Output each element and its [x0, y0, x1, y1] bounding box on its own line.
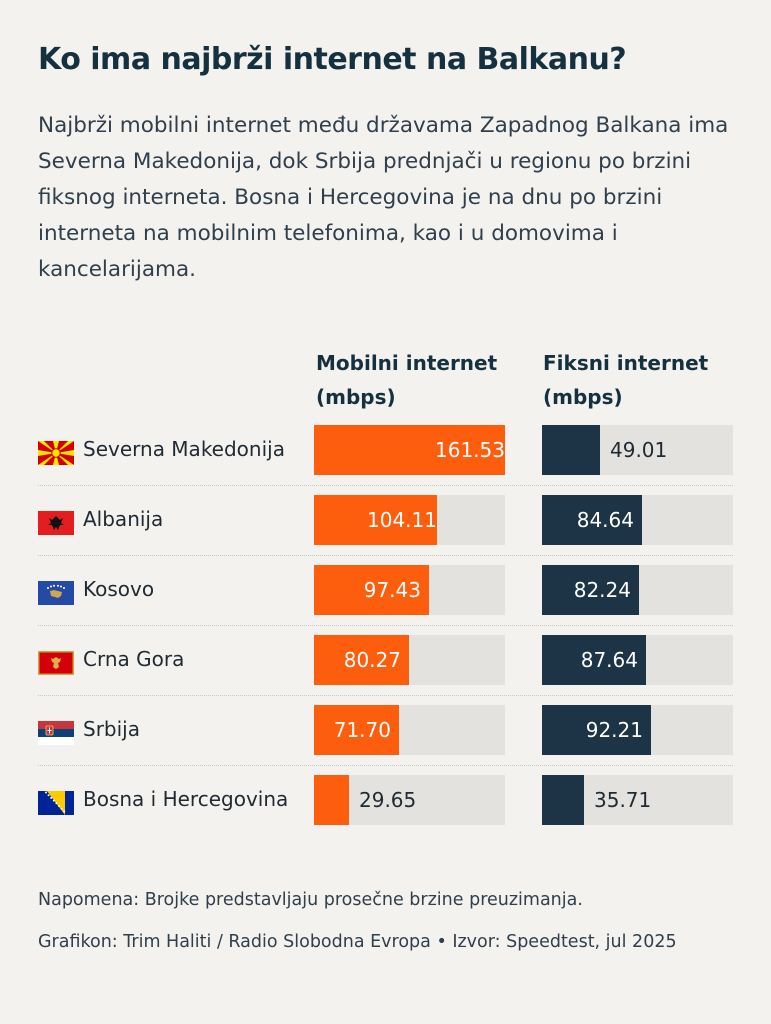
fixed-value-label: 35.71	[594, 788, 652, 812]
mobile-bar-track: 80.27	[314, 635, 505, 685]
mobile-value-label: 29.65	[359, 788, 417, 812]
fixed-bar	[542, 565, 639, 615]
fixed-value-label: 84.64	[576, 508, 634, 532]
mobile-bar-track: 29.65	[314, 775, 505, 825]
mobile-column-header: Mobilni internet (mbps)	[316, 351, 498, 409]
mobile-bar	[314, 495, 437, 545]
fixed-value-label: 92.21	[585, 718, 643, 742]
fixed-bar-track: 84.64	[542, 495, 733, 545]
chart-row: Bosna i Hercegovina 29.65 35.71	[38, 775, 733, 825]
mobile-bar-track: 161.53	[314, 425, 505, 475]
albania-flag	[38, 511, 74, 535]
chart-row: Severna Makedonija 161.53 49.01	[38, 425, 733, 475]
chart-subtitle: Najbrži mobilni internet među državama Z…	[38, 113, 729, 282]
mobile-bar-track: 71.70	[314, 705, 505, 755]
chart-credit: Grafikon: Trim Haliti / Radio Slobodna E…	[38, 932, 677, 952]
mobile-bar-track: 104.11	[314, 495, 505, 545]
mobile-bar	[314, 425, 505, 475]
country-label: Bosna i Hercegovina	[83, 787, 289, 811]
chart-note: Napomena: Brojke predstavljaju prosečne …	[38, 890, 583, 910]
fixed-bar	[542, 705, 651, 755]
fixed-bar	[542, 495, 642, 545]
mobile-value-label: 104.11	[367, 508, 437, 532]
fixed-value-label: 87.64	[580, 648, 638, 672]
fixed-value-label: 82.24	[573, 578, 631, 602]
country-label: Kosovo	[83, 577, 155, 601]
fixed-bar-track: 49.01	[542, 425, 733, 475]
chart-row: Crna Gora 80.27 87.64	[38, 635, 733, 685]
kosovo-flag	[38, 581, 74, 605]
bosnia-flag	[38, 791, 74, 815]
serbia-flag	[38, 721, 74, 745]
fixed-bar-track: 35.71	[542, 775, 733, 825]
mobile-value-label: 161.53	[435, 438, 505, 462]
fixed-value-label: 49.01	[610, 438, 668, 462]
montenegro-flag	[38, 651, 74, 675]
country-label: Albanija	[83, 507, 164, 531]
row-divider	[38, 625, 733, 626]
country-label: Crna Gora	[83, 647, 185, 671]
fixed-bar-track: 82.24	[542, 565, 733, 615]
country-label: Severna Makedonija	[83, 437, 285, 461]
mobile-bar	[314, 705, 399, 755]
fixed-column-header: Fiksni internet (mbps)	[543, 351, 709, 409]
chart-row: Albanija 104.11 84.64	[38, 495, 733, 545]
mobile-value-label: 80.27	[343, 648, 401, 672]
fixed-bar	[542, 425, 600, 475]
mobile-bar	[314, 565, 429, 615]
chart-row: Kosovo 97.43 82.24	[38, 565, 733, 615]
fixed-bar	[542, 635, 646, 685]
chart-row: Srbija 71.70 92.21	[38, 705, 733, 755]
mobile-bar	[314, 775, 349, 825]
north-macedonia-flag	[38, 441, 74, 465]
row-divider	[38, 695, 733, 696]
row-divider	[38, 765, 733, 766]
fixed-bar-track: 92.21	[542, 705, 733, 755]
mobile-bar	[314, 635, 409, 685]
fixed-bar-track: 87.64	[542, 635, 733, 685]
country-label: Srbija	[83, 717, 140, 741]
mobile-value-label: 71.70	[333, 718, 391, 742]
row-divider	[38, 485, 733, 486]
mobile-value-label: 97.43	[363, 578, 421, 602]
row-divider	[38, 555, 733, 556]
mobile-bar-track: 97.43	[314, 565, 505, 615]
chart-title: Ko ima najbrži internet na Balkanu?	[38, 42, 627, 77]
fixed-bar	[542, 775, 584, 825]
